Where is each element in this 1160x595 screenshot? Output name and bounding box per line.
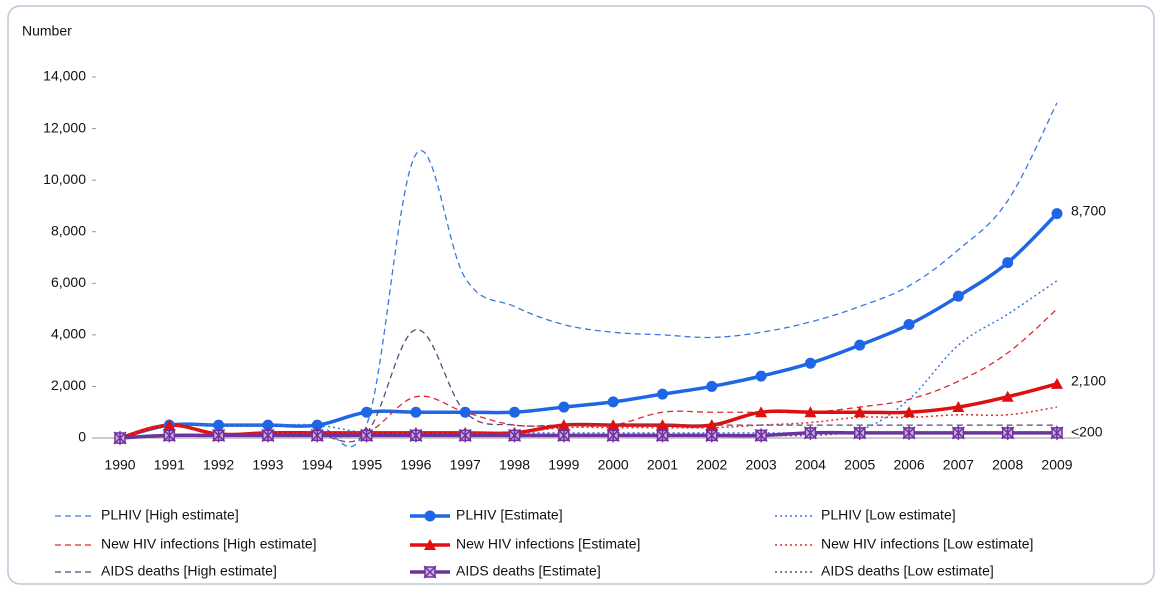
marker <box>1001 425 1015 440</box>
marker <box>705 428 719 443</box>
marker <box>952 290 964 302</box>
legend-label: AIDS deaths [Estimate] <box>456 563 601 579</box>
x-tick-label: 1998 <box>499 457 530 473</box>
legend-marker <box>423 565 437 579</box>
x-tick-label: 2002 <box>696 457 727 473</box>
marker <box>656 419 669 431</box>
marker <box>163 419 176 431</box>
marker <box>213 419 225 431</box>
marker <box>459 406 471 418</box>
marker <box>607 396 619 408</box>
marker <box>754 428 768 443</box>
marker <box>853 406 866 418</box>
marker <box>1002 257 1014 269</box>
marker <box>1001 390 1014 402</box>
legend-label: AIDS deaths [Low estimate] <box>821 563 994 579</box>
marker <box>1050 425 1064 440</box>
marker <box>261 428 275 443</box>
x-tick-label: 1995 <box>351 457 382 473</box>
marker <box>507 428 522 443</box>
marker <box>656 388 668 400</box>
marker <box>902 425 916 440</box>
y-tick-label: 2,000 <box>51 377 86 393</box>
marker <box>853 425 867 440</box>
legend-label: New HIV infections [High estimate] <box>101 536 317 552</box>
marker <box>162 428 176 443</box>
chart-frame <box>7 5 1155 585</box>
marker <box>113 431 127 445</box>
y-axis-label: Number <box>22 23 72 39</box>
marker <box>509 406 521 418</box>
annotation: 2,100 <box>1071 373 1106 389</box>
x-tick-label: 2009 <box>1041 457 1072 473</box>
y-tick-label: 8,000 <box>51 222 86 238</box>
y-tick-label: 4,000 <box>51 326 86 342</box>
series-line <box>119 308 1058 439</box>
marker <box>1051 208 1063 220</box>
annotation: 8,700 <box>1071 202 1106 218</box>
marker <box>557 428 571 443</box>
x-tick-label: 1994 <box>302 457 333 473</box>
marker <box>1051 377 1063 389</box>
marker <box>705 419 718 431</box>
marker <box>310 428 324 443</box>
x-tick-label: 2001 <box>647 457 678 473</box>
marker <box>606 428 620 443</box>
x-tick-label: 2000 <box>598 457 629 473</box>
legend-label: PLHIV [Estimate] <box>456 507 563 523</box>
marker <box>311 419 323 431</box>
marker <box>755 406 768 418</box>
marker <box>558 401 570 413</box>
y-tick-label: 0 <box>78 429 86 445</box>
marker <box>804 406 817 418</box>
marker <box>655 428 670 443</box>
marker <box>952 401 965 413</box>
marker <box>409 428 423 443</box>
x-tick-label: 1993 <box>252 457 283 473</box>
marker <box>557 419 570 431</box>
marker <box>361 406 373 418</box>
legend-marker <box>424 539 436 550</box>
marker <box>755 370 767 382</box>
x-tick-label: 1990 <box>104 457 135 473</box>
marker <box>360 428 374 443</box>
y-tick-label: 6,000 <box>51 274 86 290</box>
x-tick-label: 2004 <box>795 457 826 473</box>
marker <box>803 425 817 440</box>
marker <box>262 419 274 431</box>
y-tick-label: 12,000 <box>43 119 86 135</box>
marker <box>854 339 866 351</box>
x-tick-label: 1996 <box>400 457 431 473</box>
x-tick-label: 2007 <box>943 457 974 473</box>
legend-label: PLHIV [Low estimate] <box>821 507 956 523</box>
x-tick-label: 1992 <box>203 457 234 473</box>
marker <box>903 406 916 418</box>
y-tick-label: 10,000 <box>43 171 86 187</box>
marker <box>951 425 965 440</box>
legend-label: New HIV infections [Estimate] <box>456 536 640 552</box>
x-tick-label: 2006 <box>893 457 924 473</box>
x-tick-label: 2008 <box>992 457 1023 473</box>
x-tick-label: 2005 <box>844 457 875 473</box>
legend-marker <box>424 510 436 522</box>
y-tick-label: 14,000 <box>43 68 86 84</box>
annotation: <200 <box>1071 424 1103 440</box>
marker <box>903 319 915 331</box>
x-tick-label: 1997 <box>450 457 481 473</box>
x-tick-label: 2003 <box>746 457 777 473</box>
x-tick-label: 1999 <box>548 457 579 473</box>
legend-label: AIDS deaths [High estimate] <box>101 563 277 579</box>
marker <box>607 419 620 431</box>
x-tick-label: 1991 <box>154 457 185 473</box>
legend-label: PLHIV [High estimate] <box>101 507 239 523</box>
marker <box>410 406 422 418</box>
legend-label: New HIV infections [Low estimate] <box>821 536 1033 552</box>
marker <box>804 357 816 369</box>
marker <box>458 428 472 443</box>
marker <box>706 380 718 392</box>
marker <box>212 428 226 443</box>
